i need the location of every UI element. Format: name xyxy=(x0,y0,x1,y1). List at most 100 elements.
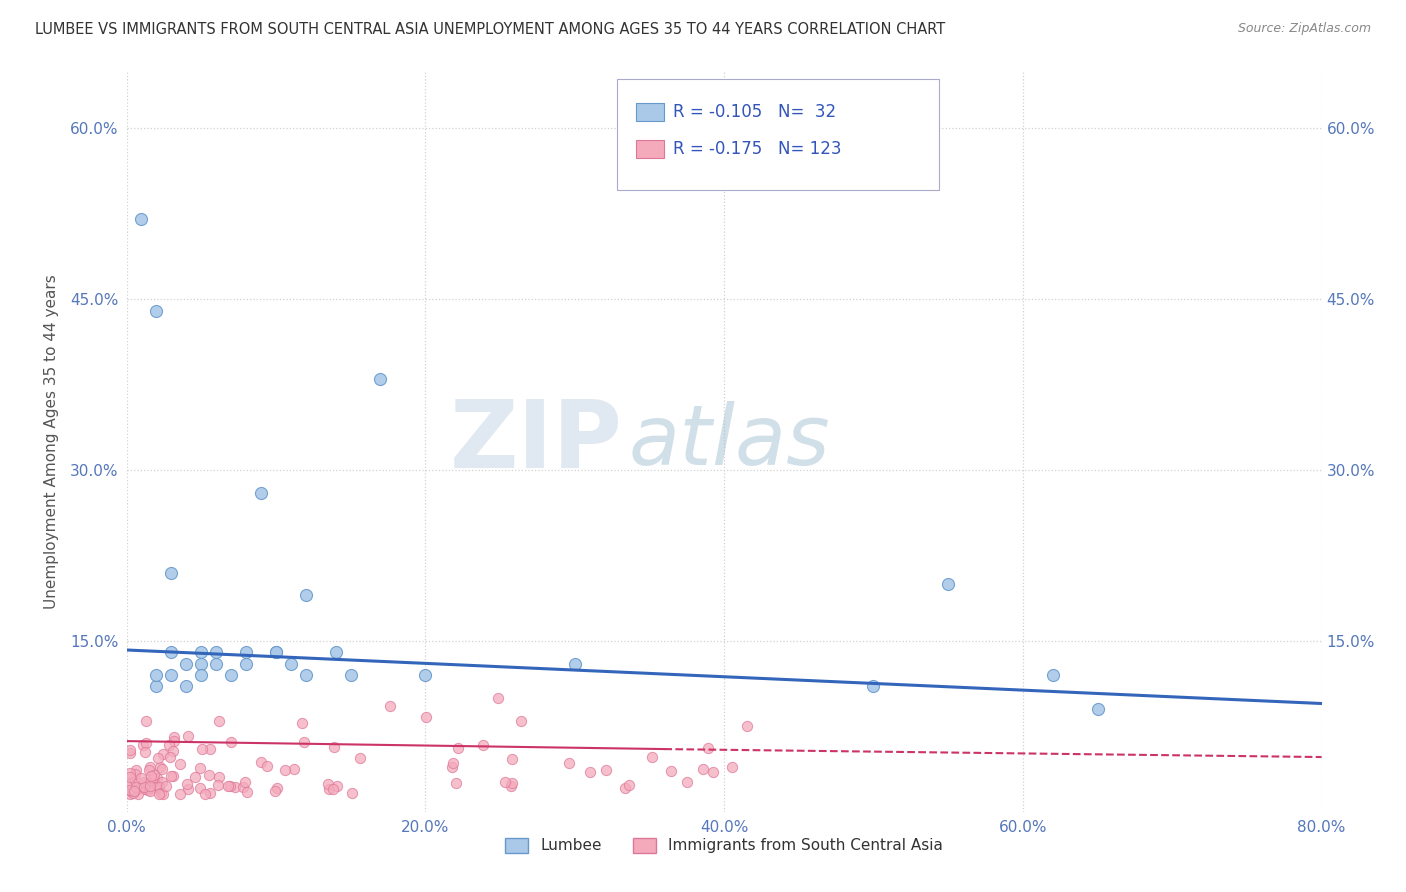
Point xyxy=(936,577,959,591)
Text: Source: ZipAtlas.com: Source: ZipAtlas.com xyxy=(1237,22,1371,36)
Point xyxy=(380,698,402,713)
Point xyxy=(135,736,157,750)
Point xyxy=(136,776,159,790)
Point xyxy=(415,710,437,724)
Point xyxy=(1087,702,1109,716)
Point xyxy=(190,742,212,756)
Point xyxy=(340,785,363,799)
Point xyxy=(176,777,198,791)
Point xyxy=(232,780,254,794)
Point xyxy=(157,738,180,752)
Point xyxy=(139,783,162,797)
Point xyxy=(134,781,156,796)
Point xyxy=(256,759,278,773)
Point xyxy=(152,747,174,761)
Point xyxy=(138,763,160,777)
Point xyxy=(190,657,212,671)
Point xyxy=(200,741,222,756)
Legend: Lumbee, Immigrants from South Central Asia: Lumbee, Immigrants from South Central As… xyxy=(499,831,949,860)
Point xyxy=(127,787,149,801)
Point xyxy=(145,668,167,682)
Point xyxy=(145,780,167,795)
Point xyxy=(194,787,217,801)
Point xyxy=(146,751,169,765)
Point xyxy=(207,778,229,792)
Point xyxy=(190,645,212,659)
Point xyxy=(217,779,239,793)
Point xyxy=(160,566,183,580)
Point xyxy=(564,657,586,671)
Point xyxy=(124,773,146,788)
Point xyxy=(132,774,155,789)
Point xyxy=(446,776,468,790)
Point xyxy=(190,668,212,682)
Point xyxy=(264,645,287,659)
Point xyxy=(294,668,316,682)
Point xyxy=(692,762,714,776)
Point xyxy=(318,781,340,796)
Point xyxy=(184,770,207,784)
Point xyxy=(162,769,184,783)
Point xyxy=(160,645,183,659)
Point xyxy=(132,739,155,753)
Point xyxy=(150,762,173,776)
Point xyxy=(702,765,724,780)
Point xyxy=(641,750,664,764)
Point xyxy=(134,780,156,794)
Point xyxy=(197,768,219,782)
Point xyxy=(125,780,148,795)
Point xyxy=(174,657,197,671)
Point xyxy=(145,303,167,318)
Point xyxy=(177,729,200,743)
Point xyxy=(136,782,159,797)
Point xyxy=(142,768,165,782)
Point xyxy=(122,784,145,798)
Point xyxy=(118,782,141,797)
Point xyxy=(1042,668,1064,682)
Point xyxy=(494,774,516,789)
Point xyxy=(208,714,231,728)
Point xyxy=(118,777,141,791)
Point xyxy=(325,645,347,659)
Point xyxy=(219,735,242,749)
Point xyxy=(188,781,211,796)
Point xyxy=(124,766,146,780)
FancyBboxPatch shape xyxy=(636,103,664,121)
Point xyxy=(283,762,305,776)
Point xyxy=(721,760,744,774)
Point xyxy=(219,779,242,793)
Point xyxy=(501,752,523,766)
Point xyxy=(294,588,316,602)
Point xyxy=(219,668,242,682)
Point xyxy=(250,485,273,500)
Point xyxy=(862,680,884,694)
Point xyxy=(118,765,141,780)
Point xyxy=(349,750,371,764)
Point xyxy=(441,756,464,770)
Point xyxy=(236,785,259,799)
Point xyxy=(163,731,186,745)
Point xyxy=(224,780,246,794)
Point xyxy=(235,775,257,789)
Text: atlas: atlas xyxy=(628,401,830,482)
Point xyxy=(131,771,153,785)
Text: LUMBEE VS IMMIGRANTS FROM SOUTH CENTRAL ASIA UNEMPLOYMENT AMONG AGES 35 TO 44 YE: LUMBEE VS IMMIGRANTS FROM SOUTH CENTRAL … xyxy=(35,22,945,37)
Point xyxy=(264,645,287,659)
Point xyxy=(486,690,509,705)
Point xyxy=(162,744,184,758)
Point xyxy=(205,657,228,671)
Point xyxy=(160,769,183,783)
Point xyxy=(142,771,165,785)
Point xyxy=(339,668,361,682)
Point xyxy=(440,760,463,774)
Point xyxy=(134,745,156,759)
Point xyxy=(169,787,191,801)
Point xyxy=(174,680,197,694)
Point xyxy=(659,764,682,778)
Text: ZIP: ZIP xyxy=(450,395,623,488)
Point xyxy=(177,782,200,797)
Point xyxy=(148,787,170,801)
Point xyxy=(205,645,228,659)
Point xyxy=(160,668,183,682)
Point xyxy=(150,775,173,789)
